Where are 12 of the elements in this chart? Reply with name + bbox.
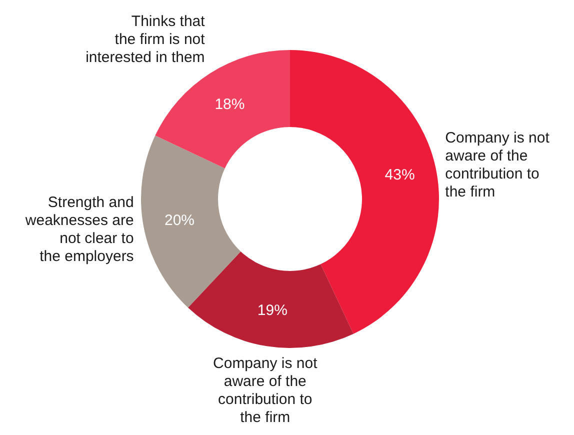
data-label: 19% xyxy=(257,302,288,320)
donut-slice xyxy=(141,136,241,308)
slice-label: Company is not aware of the contribution to the firm xyxy=(213,355,318,426)
donut-slice xyxy=(188,251,354,348)
donut-slice xyxy=(155,50,290,168)
data-label: 43% xyxy=(384,166,415,184)
data-label: 18% xyxy=(214,96,245,114)
slice-label: Company is not aware of the contribution to the firm xyxy=(445,129,550,200)
data-label: 20% xyxy=(164,212,195,230)
donut-slice xyxy=(290,50,439,334)
slice-label: Strength and weaknesses are not clear to the employers xyxy=(24,194,134,265)
slice-label: Thinks that the firm is not interested in them xyxy=(86,12,206,66)
